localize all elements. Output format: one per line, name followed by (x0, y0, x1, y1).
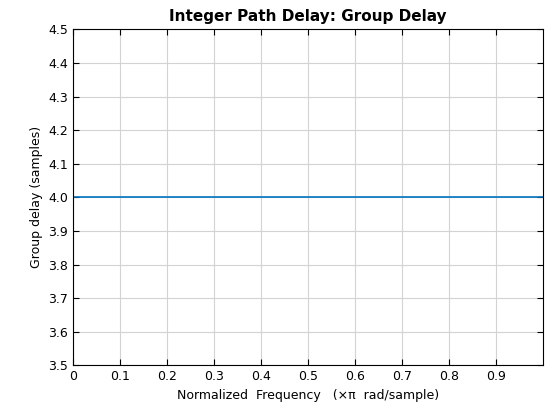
Y-axis label: Group delay (samples): Group delay (samples) (30, 126, 43, 268)
X-axis label: Normalized  Frequency   (×π  rad/sample): Normalized Frequency (×π rad/sample) (177, 389, 439, 402)
Title: Integer Path Delay: Group Delay: Integer Path Delay: Group Delay (169, 9, 447, 24)
